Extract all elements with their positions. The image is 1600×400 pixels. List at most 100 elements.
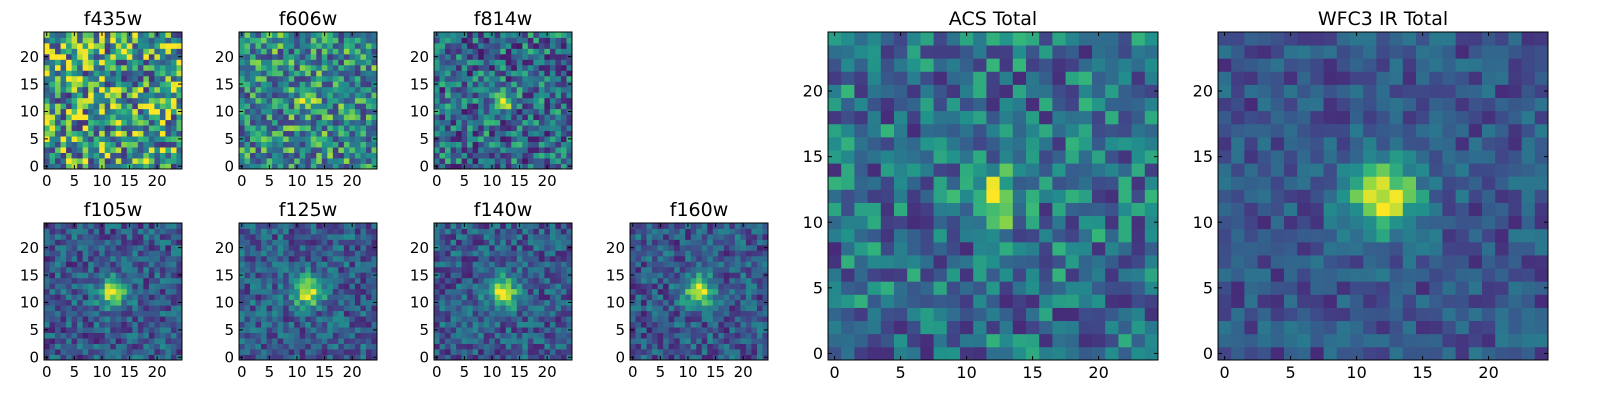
heatmap-cell <box>77 37 84 44</box>
heatmap-cell <box>126 305 133 312</box>
heatmap-cell <box>641 261 647 268</box>
heatmap-cell <box>244 114 251 121</box>
heatmap-cell <box>907 346 921 361</box>
heatmap-cell <box>272 53 279 60</box>
heatmap-cell <box>55 64 61 71</box>
heatmap-cell <box>165 158 172 164</box>
heatmap-cell <box>71 332 78 339</box>
heatmap-cell <box>1065 307 1080 322</box>
heatmap-cell <box>450 244 457 251</box>
heatmap-cell <box>527 42 534 49</box>
heatmap-cell <box>828 294 842 308</box>
heatmap-cell <box>354 244 361 251</box>
heatmap-cell <box>66 119 72 126</box>
heatmap-cell <box>461 321 468 328</box>
heatmap-cell <box>327 42 334 49</box>
heatmap-cell <box>635 294 642 301</box>
heatmap-cell <box>137 277 144 284</box>
heatmap-cell <box>718 343 725 350</box>
heatmap-cell <box>933 189 948 203</box>
heatmap-cell <box>756 277 763 284</box>
heatmap-cell <box>316 48 323 55</box>
heatmap-cell <box>533 86 540 93</box>
heatmap-cell <box>305 92 312 99</box>
heatmap-cell <box>250 327 256 333</box>
heatmap-cell <box>549 59 556 66</box>
heatmap-cell <box>450 92 457 99</box>
heatmap-cell <box>310 37 317 44</box>
heatmap-cell <box>456 261 462 268</box>
heatmap-cell <box>516 42 523 49</box>
heatmap-cell <box>365 130 372 137</box>
heatmap-cell <box>566 92 573 99</box>
heatmap-cell <box>500 354 507 361</box>
heatmap-cell <box>148 299 155 306</box>
heatmap-cell <box>494 70 501 77</box>
heatmap-cell <box>456 228 462 235</box>
heatmap-cell <box>538 141 545 148</box>
heatmap-cell <box>511 108 518 115</box>
y-tick-label: 15 <box>20 266 39 284</box>
heatmap-cell <box>115 42 122 49</box>
heatmap-cell <box>718 338 725 344</box>
heatmap-cell <box>1078 241 1093 256</box>
heatmap-cell <box>132 327 139 333</box>
heatmap-cell <box>461 294 468 301</box>
heatmap-cell <box>538 349 545 355</box>
heatmap-cell <box>176 233 183 240</box>
heatmap-cell <box>165 327 172 333</box>
heatmap-cell <box>907 215 921 230</box>
heatmap-cell <box>283 141 290 148</box>
heatmap-cell <box>115 81 122 88</box>
heatmap-cell <box>316 53 323 60</box>
heatmap-cell <box>729 354 736 361</box>
heatmap-cell <box>544 321 551 328</box>
heatmap-cell <box>663 255 670 262</box>
heatmap-cell <box>121 136 128 142</box>
heatmap-cell <box>104 119 111 126</box>
heatmap-cell <box>104 349 111 355</box>
heatmap-cell <box>121 81 128 88</box>
heatmap-cell <box>635 338 642 344</box>
heatmap-cell <box>505 130 512 137</box>
heatmap-cell <box>511 53 518 60</box>
heatmap-cell <box>110 81 117 88</box>
heatmap-cell <box>690 327 697 333</box>
heatmap-cell <box>522 86 529 93</box>
heatmap-cell <box>472 250 479 257</box>
heatmap-cell <box>450 114 457 121</box>
heatmap-cell <box>104 136 111 142</box>
heatmap-cell <box>1092 215 1106 230</box>
heatmap-cell <box>472 283 479 290</box>
heatmap-cell <box>657 349 664 355</box>
heatmap-cell <box>338 255 345 262</box>
heatmap-cell <box>283 354 290 361</box>
heatmap-cell <box>170 327 177 333</box>
heatmap-cell <box>365 288 372 295</box>
heatmap-cell <box>745 332 752 339</box>
heatmap-cell <box>1092 202 1106 217</box>
heatmap-cell <box>154 59 161 66</box>
heatmap-cell <box>49 53 56 60</box>
heatmap-cell <box>255 163 262 170</box>
heatmap-cell <box>527 239 534 246</box>
heatmap-cell <box>165 53 172 60</box>
heatmap-cell <box>854 307 868 322</box>
heatmap-cell <box>110 42 117 49</box>
heatmap-cell <box>66 103 72 110</box>
heatmap-cell <box>132 354 139 361</box>
heatmap-cell <box>920 268 934 282</box>
heatmap-cell <box>723 354 730 361</box>
heatmap-cell <box>77 332 84 339</box>
heatmap-cell <box>294 239 301 246</box>
heatmap-cell <box>132 310 139 317</box>
heatmap-cell <box>148 64 155 71</box>
heatmap-cell <box>343 223 350 229</box>
heatmap-cell <box>239 228 245 235</box>
heatmap-cell <box>434 158 440 164</box>
heatmap-cell <box>489 125 496 132</box>
heatmap-cell <box>104 294 111 301</box>
heatmap-cell <box>176 59 183 66</box>
heatmap-cell <box>973 215 987 230</box>
heatmap-cell <box>266 327 273 333</box>
